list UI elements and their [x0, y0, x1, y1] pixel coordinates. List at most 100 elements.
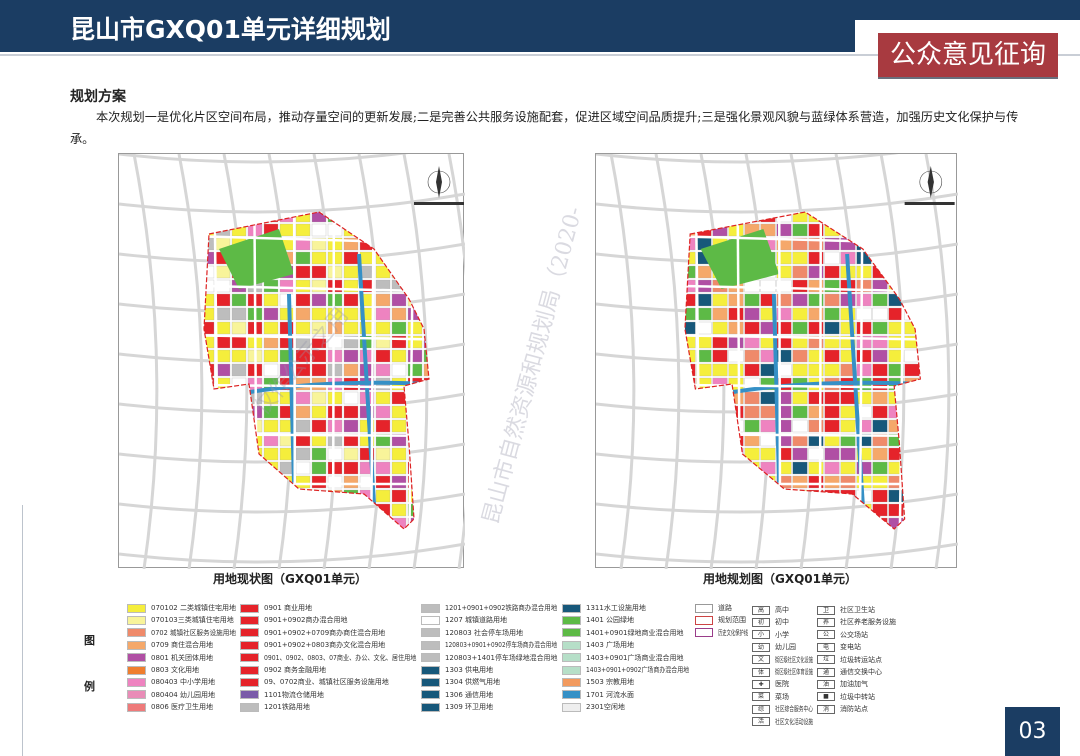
legend-label: 1401+0901绿地商业混合用地 — [586, 628, 684, 637]
legend-item: 1401 公园绿地 — [562, 615, 634, 625]
legend-swatch — [421, 690, 440, 700]
legend-facility-item: 文街区级社区文化设施 — [752, 655, 838, 665]
north-arrow-icon — [919, 166, 943, 198]
legend-swatch — [240, 615, 259, 625]
legend-label: 080404 幼儿园用地 — [151, 690, 215, 699]
side-rule — [22, 505, 23, 756]
legend-swatch — [127, 628, 146, 638]
legend-label-bottom: 例 — [84, 680, 95, 693]
legend-label: 变电站 — [840, 643, 861, 652]
facility-icon: 消 — [817, 704, 835, 714]
legend-label: 公交场站 — [840, 630, 868, 639]
legend-label: 垃圾转运站点 — [840, 655, 882, 664]
legend-facility-item: 菜菜场 — [752, 692, 789, 702]
legend-label: 1403+0901广场商业混合用地 — [586, 653, 684, 662]
facility-icon: ✚ — [752, 679, 770, 689]
legend-swatch — [240, 653, 259, 663]
page-title: 昆山市GXQ01单元详细规划 — [70, 15, 391, 44]
planning-boundary — [203, 211, 430, 530]
facility-icon: 体 — [752, 667, 770, 677]
facility-icon: 养 — [817, 617, 835, 627]
legend-facility-item: ■ 垃圾中转站 — [817, 692, 875, 702]
legend-facility-item: 高高中 — [752, 605, 789, 615]
legend-label: 0801 机关团体用地 — [151, 653, 214, 662]
legend-label: 0803 文化用地 — [151, 666, 200, 674]
section-title: 规划方案 — [70, 89, 126, 105]
section-body: 本次规划一是优化片区空间布局，推动存量空间的更新发展;二是完善公共服务设施配套，… — [70, 110, 1019, 146]
legend-item: 1303 供电用地 — [421, 665, 493, 675]
legend-label: 街区级社区体育设施 — [775, 668, 813, 676]
legend-item: 09、0702商业、城镇社区服务设施用地 — [240, 677, 389, 687]
legend-facility-item: 小小学 — [752, 630, 789, 640]
legend-label: 1403 广场用地 — [586, 641, 635, 650]
legend-label: 小学 — [775, 630, 789, 639]
legend-facility-item: 垃垃圾转运站点 — [817, 655, 882, 665]
legend-label: 2301空闲地 — [586, 703, 625, 712]
legend-item: 120803+1401停车场绿地混合用地 — [421, 653, 558, 663]
legend-label: 菜场 — [775, 692, 789, 701]
legend-facility-item: 体街区级社区体育设施 — [752, 667, 838, 677]
legend-item: 1101物流仓储用地 — [240, 690, 324, 700]
facility-icon: 小 — [752, 630, 770, 640]
legend-label: 高中 — [775, 606, 789, 614]
legend-item: 120803+0901+0902停车场商办混合用地 — [421, 640, 582, 650]
legend-label: 1304 供燃气用地 — [445, 678, 501, 687]
legend-swatch — [240, 690, 259, 700]
planning-boundary — [684, 211, 921, 530]
legend-swatch — [562, 603, 581, 613]
legend-swatch — [562, 653, 581, 663]
public-consultation-badge: 公众意见征询 — [878, 33, 1058, 79]
legend-swatch — [127, 653, 146, 663]
legend-item: 1401+0901绿地商业混合用地 — [562, 628, 684, 638]
facility-icon: 公 — [817, 630, 835, 640]
legend-item: 080404 幼儿园用地 — [127, 690, 215, 700]
legend-swatch — [562, 690, 581, 700]
legend-swatch — [562, 640, 581, 650]
legend-facility-item: 幼幼儿园 — [752, 642, 796, 652]
legend-label: 1303 供电用地 — [445, 666, 494, 674]
legend-item: 0806 医疗卫生用地 — [127, 702, 213, 712]
legend-item: 1309 环卫用地 — [421, 702, 493, 712]
legend-label: 1101物流仓储用地 — [264, 690, 324, 699]
legend-line-item: 道路 — [695, 603, 732, 613]
legend-swatch — [127, 677, 146, 687]
legend-item: 0901、0902、0803、07商业、办公、文化、居住用地 — [240, 653, 438, 663]
legend-item: 0901+0902+0709商办商住混合用地 — [240, 628, 385, 638]
legend-item: 1701 河流水面 — [562, 690, 634, 700]
legend-swatch — [421, 653, 440, 663]
legend-swatch — [421, 603, 440, 613]
legend-swatch — [562, 665, 581, 675]
legend-swatch — [562, 615, 581, 625]
legend-swatch — [127, 615, 146, 625]
planned-map-caption: 用地规划图（GXQ01单元） — [702, 572, 857, 586]
legend-label: 120803+1401停车场绿地混合用地 — [445, 653, 558, 662]
legend-facility-item: ✚ 医院 — [752, 679, 789, 689]
legend-swatch — [421, 640, 440, 650]
legend-swatch — [127, 702, 146, 712]
legend-item: 1403 广场用地 — [562, 640, 634, 650]
legend-facility-item: 初初中 — [752, 617, 789, 627]
watermark: 昆山市自然资源和规划局（2020- — [478, 204, 588, 528]
current-land-use-map — [87, 142, 474, 570]
facility-icon: ■ — [817, 692, 835, 702]
scale-bar — [904, 202, 955, 205]
legend-item: 1201铁路用地 — [240, 702, 310, 712]
legend-swatch — [240, 603, 259, 613]
facility-icon: 油 — [817, 679, 835, 689]
legend-swatch — [421, 702, 440, 712]
facility-icon: 文 — [752, 655, 770, 665]
facility-icon: 电 — [817, 642, 835, 652]
legend-label: 规划范围 — [718, 616, 746, 625]
legend-item: 2301空闲地 — [562, 702, 625, 712]
legend-label: 幼儿园 — [775, 643, 796, 652]
legend-label: 1201+0901+0902铁路商办混合用地 — [445, 604, 558, 612]
facility-icon: 幼 — [752, 642, 770, 652]
legend-label: 0702 城镇社区服务设施用地 — [151, 628, 237, 637]
legend-label: 1403+0901+0902广场商办混合用地 — [586, 666, 690, 674]
legend-facility-item: 综社区综合服务中心 — [752, 704, 831, 714]
legend-label: 街区级社区文化设施 — [775, 655, 813, 664]
legend-facility-item: 养社区养老服务设施 — [817, 617, 896, 627]
legend-facility-item: 活社区文化活动设施 — [752, 717, 831, 727]
legend-label: 社区综合服务中心 — [775, 705, 814, 714]
legend-label: 初中 — [775, 618, 789, 627]
